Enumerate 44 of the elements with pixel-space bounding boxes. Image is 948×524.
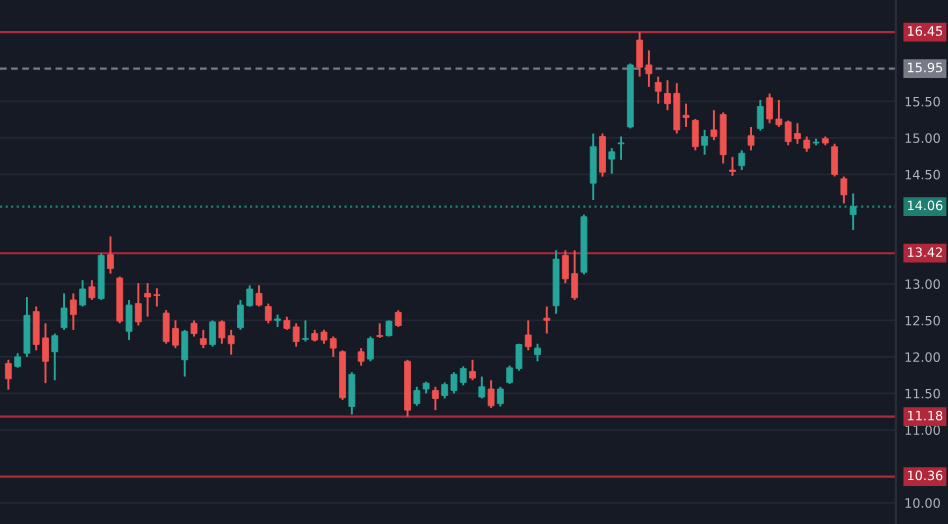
candlestick	[4, 358, 12, 391]
candlestick	[738, 149, 746, 172]
candlestick	[181, 328, 189, 378]
candlestick	[376, 322, 384, 339]
candlestick	[60, 292, 68, 331]
candlestick	[255, 284, 263, 308]
candlestick	[51, 332, 59, 382]
candlestick	[116, 275, 124, 325]
candlestick	[747, 126, 755, 152]
candlestick	[367, 335, 374, 363]
candlestick	[339, 349, 346, 401]
candlestick	[756, 99, 764, 132]
candlestick	[543, 305, 551, 335]
candlestick	[701, 128, 709, 156]
candlestick	[589, 132, 597, 201]
candlestick	[654, 75, 662, 105]
candlestick	[617, 135, 625, 161]
candlestick	[79, 279, 87, 308]
candlestick	[608, 147, 616, 175]
candlestick	[599, 132, 606, 178]
candlestick	[840, 175, 848, 205]
candlestick	[302, 319, 309, 343]
candlestick	[849, 192, 857, 231]
candlestick	[413, 385, 421, 407]
candlestick	[469, 358, 476, 382]
candlestick	[691, 117, 699, 152]
candlestick	[125, 298, 133, 342]
candlestick	[487, 379, 495, 409]
candlestick	[264, 302, 272, 325]
candlestick	[524, 319, 532, 352]
candlestick	[97, 252, 105, 301]
candlestick	[831, 142, 838, 178]
candlestick	[348, 371, 356, 416]
candlestick	[88, 279, 96, 301]
candlestick	[107, 235, 114, 275]
candlestick	[69, 292, 77, 331]
candlestick	[199, 328, 207, 350]
candlestick	[432, 385, 439, 412]
candlestick	[496, 385, 504, 408]
candlestick	[729, 155, 736, 177]
candlestick	[552, 249, 560, 315]
candlestick	[23, 296, 31, 358]
candlestick	[209, 319, 216, 348]
candlestick	[134, 282, 142, 327]
